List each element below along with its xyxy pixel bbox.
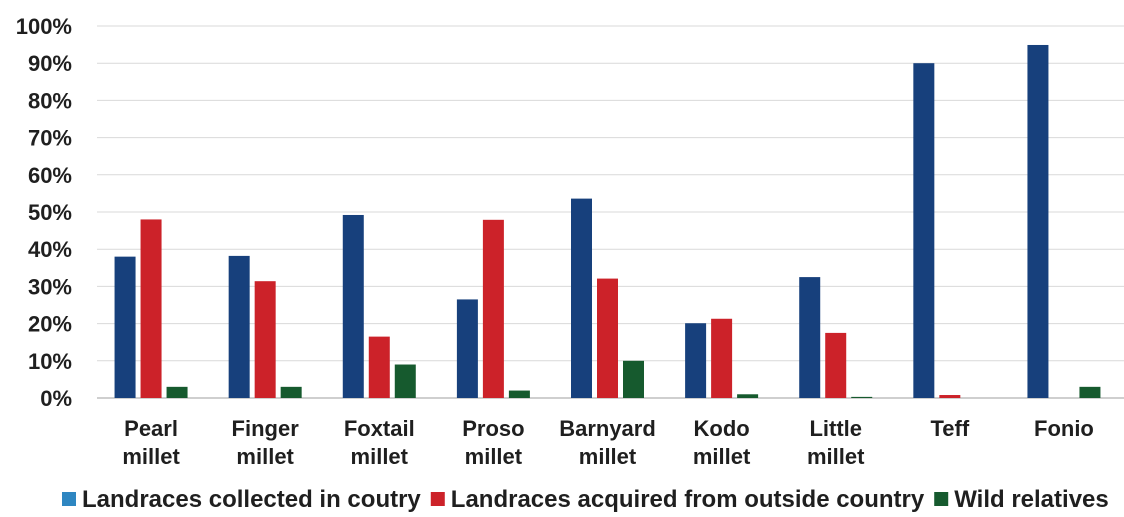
y-tick-label: 100% [16, 14, 72, 39]
y-tick-label: 80% [28, 88, 72, 113]
bar [342, 214, 364, 398]
x-tick-label: Teff [930, 416, 969, 441]
legend-label: Wild relatives [954, 486, 1109, 513]
bar [851, 396, 873, 398]
bar [166, 386, 188, 398]
y-tick-label: 20% [28, 312, 72, 337]
x-tick-label: millet [693, 444, 751, 469]
bar [1079, 386, 1101, 398]
bar [368, 336, 390, 398]
bar [254, 281, 276, 398]
bar [685, 323, 707, 398]
bar [939, 395, 961, 398]
x-tick-label: millet [236, 444, 294, 469]
bar [825, 332, 847, 398]
y-tick-label: 70% [28, 126, 72, 151]
y-tick-label: 50% [28, 200, 72, 225]
x-tick-label: Proso [462, 416, 524, 441]
y-tick-label: 0% [40, 386, 72, 411]
legend-swatch [62, 492, 76, 506]
y-tick-label: 60% [28, 163, 72, 188]
bar [737, 394, 759, 398]
y-tick-label: 40% [28, 237, 72, 262]
bar [799, 277, 821, 398]
x-tick-label: Little [809, 416, 862, 441]
bar [280, 386, 302, 398]
x-tick-label: Kodo [694, 416, 750, 441]
bar [711, 318, 733, 398]
bar [623, 360, 644, 398]
bar [228, 255, 250, 398]
legend-label: Landraces collected in coutry [82, 486, 421, 513]
x-tick-label: millet [122, 444, 180, 469]
x-tick-label: Pearl [124, 416, 178, 441]
y-tick-label: 30% [28, 274, 72, 299]
bar [114, 256, 136, 398]
bar [394, 364, 416, 398]
bar [571, 198, 592, 398]
x-tick-label: millet [465, 444, 523, 469]
legend-swatch [430, 492, 445, 506]
x-tick-label: millet [351, 444, 409, 469]
x-tick-label: millet [579, 444, 637, 469]
bar [597, 278, 618, 398]
x-tick-label: Finger [232, 416, 300, 441]
bar [1027, 44, 1049, 399]
y-tick-label: 10% [28, 349, 72, 374]
bar [913, 63, 935, 398]
x-tick-label: Foxtail [344, 416, 415, 441]
bar [140, 219, 162, 398]
y-tick-label: 90% [28, 51, 72, 76]
legend-swatch [934, 492, 949, 506]
bar [482, 219, 504, 398]
bar [508, 390, 530, 398]
legend-label: Landraces acquired from outside country [451, 486, 925, 513]
x-tick-label: Barnyard [559, 416, 656, 441]
bar [456, 299, 478, 398]
x-tick-label: millet [807, 444, 865, 469]
x-tick-label: Fonio [1034, 416, 1094, 441]
